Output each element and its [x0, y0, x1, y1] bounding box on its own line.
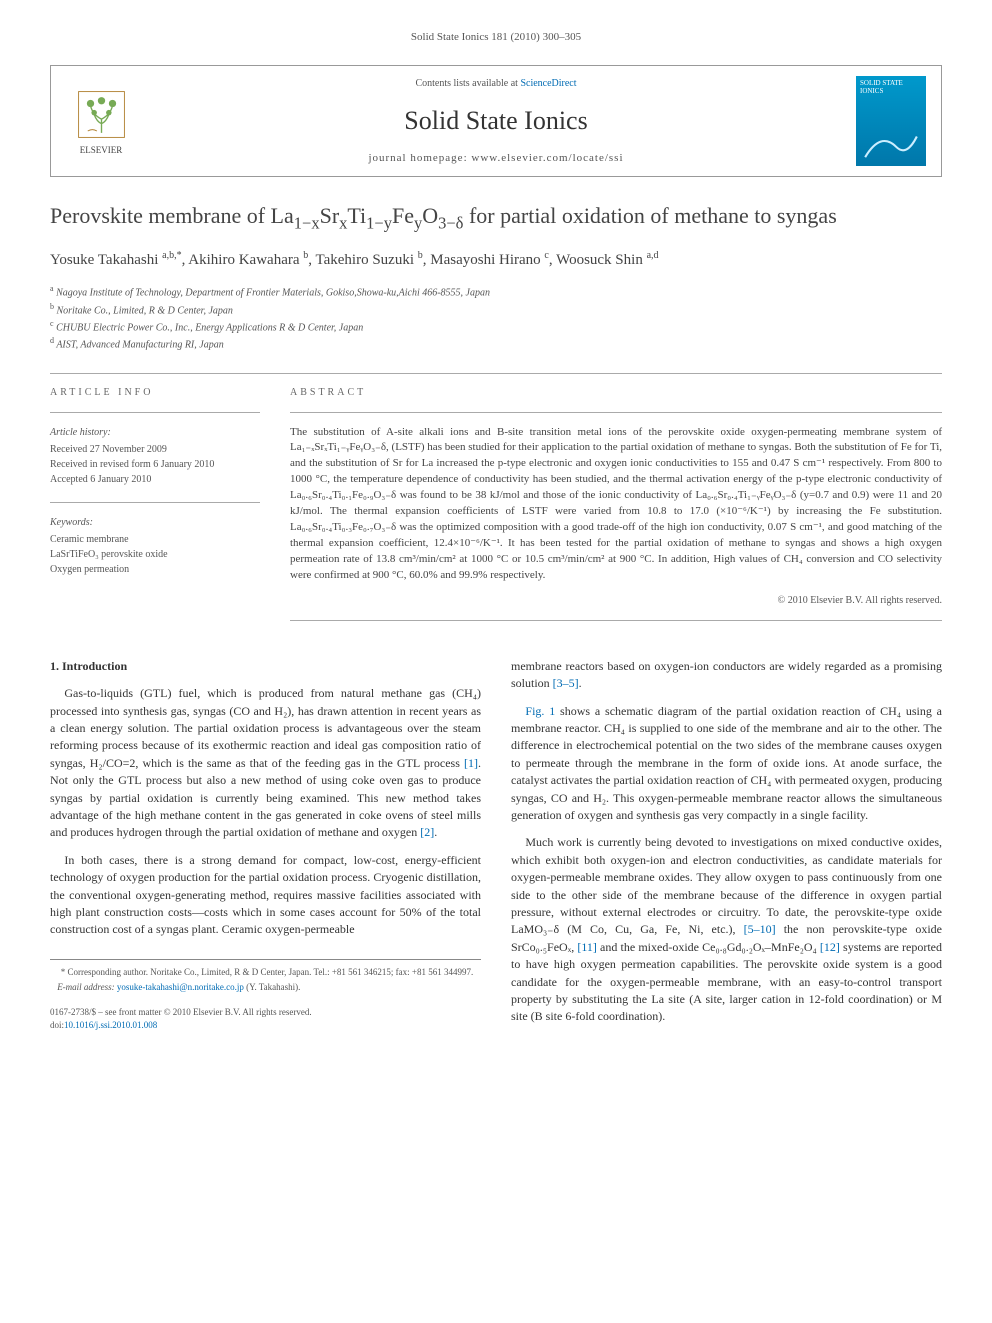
section-1-heading: 1. Introduction [50, 658, 481, 675]
journal-cover-thumb: SOLID STATE IONICS [856, 76, 926, 166]
divider-top [50, 373, 942, 374]
ref-12-link[interactable]: [12] [820, 940, 840, 954]
keyword-3: Oxygen permeation [50, 562, 260, 577]
email-link[interactable]: yosuke-takahashi@n.noritake.co.jp [117, 982, 244, 992]
article-info-heading: ARTICLE INFO [50, 386, 260, 400]
article-info: ARTICLE INFO Article history: Received 2… [50, 386, 260, 633]
affiliation-line: b Noritake Co., Limited, R & D Center, J… [50, 301, 942, 318]
elsevier-logo: ELSEVIER [66, 81, 136, 161]
intro-p2-cont: membrane reactors based on oxygen-ion co… [511, 658, 942, 693]
abstract-bottom-divider [290, 620, 942, 621]
doi-block: 0167-2738/$ – see front matter © 2010 El… [50, 1006, 481, 1032]
authors-line: Yosuke Takahashi a,b,*, Akihiro Kawahara… [50, 249, 942, 271]
fig-1-link[interactable]: Fig. 1 [525, 704, 555, 718]
abstract-copyright: © 2010 Elsevier B.V. All rights reserved… [290, 594, 942, 608]
running-header: Solid State Ionics 181 (2010) 300–305 [50, 30, 942, 45]
affiliations: a Nagoya Institute of Technology, Depart… [50, 283, 942, 352]
author-name: Masayoshi Hirano [430, 252, 540, 268]
history-label: Article history: [50, 425, 260, 440]
history-revised: Received in revised form 6 January 2010 [50, 457, 260, 472]
p3-t1: shows a schematic diagram of the partial… [511, 704, 942, 822]
p4-t3: and the mixed-oxide Ce₀.₈Gd₀.₂Oₓ–MnFe₂O₄ [597, 940, 820, 954]
title-s3: 1−y [366, 214, 392, 233]
email-suffix: (Y. Takahashi). [244, 982, 301, 992]
keywords-label: Keywords: [50, 515, 260, 530]
doi-prefix: doi: [50, 1020, 64, 1030]
body-columns: 1. Introduction Gas-to-liquids (GTL) fue… [50, 658, 942, 1036]
corresponding-author: * Corresponding author. Noritake Co., Li… [50, 966, 481, 979]
author-affil-sup: b [418, 250, 423, 261]
title-t5: O [422, 203, 438, 228]
cover-art-icon [860, 121, 922, 162]
elsevier-label: ELSEVIER [80, 144, 123, 157]
email-line: E-mail address: yosuke-takahashi@n.norit… [50, 981, 481, 994]
article-title: Perovskite membrane of La1−xSrxTi1−yFeyO… [50, 202, 942, 234]
intro-p3: Fig. 1 shows a schematic diagram of the … [511, 703, 942, 825]
title-s1: 1−x [294, 214, 320, 233]
body-col-left: 1. Introduction Gas-to-liquids (GTL) fue… [50, 658, 481, 1036]
abstract-heading: ABSTRACT [290, 386, 942, 400]
title-t4: Fe [392, 203, 414, 228]
keywords-block: Keywords: Ceramic membrane LaSrTiFeO₃ pe… [50, 515, 260, 577]
title-t2: Sr [320, 203, 340, 228]
ref-1-link[interactable]: [1] [464, 756, 478, 770]
contents-available: Contents lists available at ScienceDirec… [151, 77, 841, 91]
homepage-prefix: journal homepage: [368, 152, 471, 164]
homepage-url: www.elsevier.com/locate/ssi [471, 152, 623, 164]
info-divider-1 [50, 412, 260, 413]
abstract-divider [290, 412, 942, 413]
title-t1: Perovskite membrane of La [50, 203, 294, 228]
author-affil-sup: b [303, 250, 308, 261]
title-t6: for partial oxidation of methane to syng… [463, 203, 836, 228]
doi-line: doi:10.1016/j.ssi.2010.01.008 [50, 1019, 481, 1032]
footnote-block: * Corresponding author. Noritake Co., Li… [50, 959, 481, 994]
title-s4: y [414, 214, 422, 233]
body-col-right: membrane reactors based on oxygen-ion co… [511, 658, 942, 1036]
cover-title: SOLID STATE IONICS [860, 80, 922, 95]
front-matter-line: 0167-2738/$ – see front matter © 2010 El… [50, 1006, 481, 1019]
intro-p4: Much work is currently being devoted to … [511, 834, 942, 1025]
sciencedirect-link[interactable]: ScienceDirect [520, 78, 576, 89]
ref-2-link[interactable]: [2] [420, 825, 434, 839]
author-name: Takehiro Suzuki [316, 252, 415, 268]
author-affil-sup: a,d [647, 250, 659, 261]
history-accepted: Accepted 6 January 2010 [50, 472, 260, 487]
contents-center: Contents lists available at ScienceDirec… [151, 77, 841, 167]
ref-5-10-link[interactable]: [5–10] [744, 922, 776, 936]
keyword-2: LaSrTiFeO₃ perovskite oxide [50, 547, 260, 562]
title-s5: 3−δ [438, 214, 463, 233]
author-name: Akihiro Kawahara [188, 252, 299, 268]
doi-link[interactable]: 10.1016/j.ssi.2010.01.008 [64, 1020, 157, 1030]
affiliation-line: c CHUBU Electric Power Co., Inc., Energy… [50, 318, 942, 335]
author-affil-sup: c [544, 250, 548, 261]
abstract-block: ABSTRACT The substitution of A-site alka… [290, 386, 942, 633]
journal-name: Solid State Ionics [151, 103, 841, 139]
author-name: Yosuke Takahashi [50, 252, 158, 268]
p1-t1: Gas-to-liquids (GTL) fuel, which is prod… [50, 686, 481, 770]
ref-3-5-link[interactable]: [3–5] [553, 676, 579, 690]
info-abstract-row: ARTICLE INFO Article history: Received 2… [50, 386, 942, 633]
title-t3: Ti [347, 203, 366, 228]
intro-p2: In both cases, there is a strong demand … [50, 852, 481, 939]
ref-11-link[interactable]: [11] [577, 940, 597, 954]
keyword-1: Ceramic membrane [50, 532, 260, 547]
email-label: E-mail address: [57, 982, 117, 992]
history-received: Received 27 November 2009 [50, 442, 260, 457]
contents-box: ELSEVIER Contents lists available at Sci… [50, 65, 942, 177]
abstract-text: The substitution of A-site alkali ions a… [290, 425, 942, 584]
elsevier-tree-icon [74, 87, 129, 142]
history-block: Article history: Received 27 November 20… [50, 425, 260, 487]
avail-text: Contents lists available at [415, 78, 520, 89]
author-name: Woosuck Shin [556, 252, 643, 268]
affiliation-line: d AIST, Advanced Manufacturing RI, Japan [50, 335, 942, 352]
intro-p1: Gas-to-liquids (GTL) fuel, which is prod… [50, 685, 481, 842]
author-affil-sup: a,b,* [162, 250, 181, 261]
journal-homepage: journal homepage: www.elsevier.com/locat… [151, 151, 841, 166]
info-divider-2 [50, 502, 260, 503]
affiliation-line: a Nagoya Institute of Technology, Depart… [50, 283, 942, 300]
